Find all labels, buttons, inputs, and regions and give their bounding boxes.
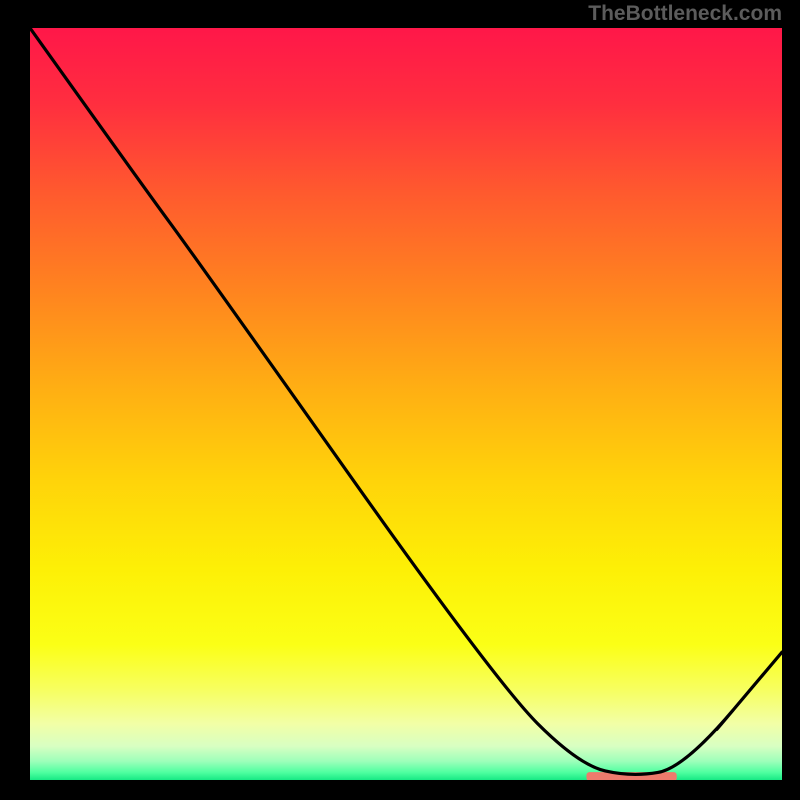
gradient-background [30, 28, 782, 780]
bottleneck-chart [30, 28, 782, 780]
chart-svg [30, 28, 782, 780]
watermark-text: TheBottleneck.com [588, 2, 782, 26]
